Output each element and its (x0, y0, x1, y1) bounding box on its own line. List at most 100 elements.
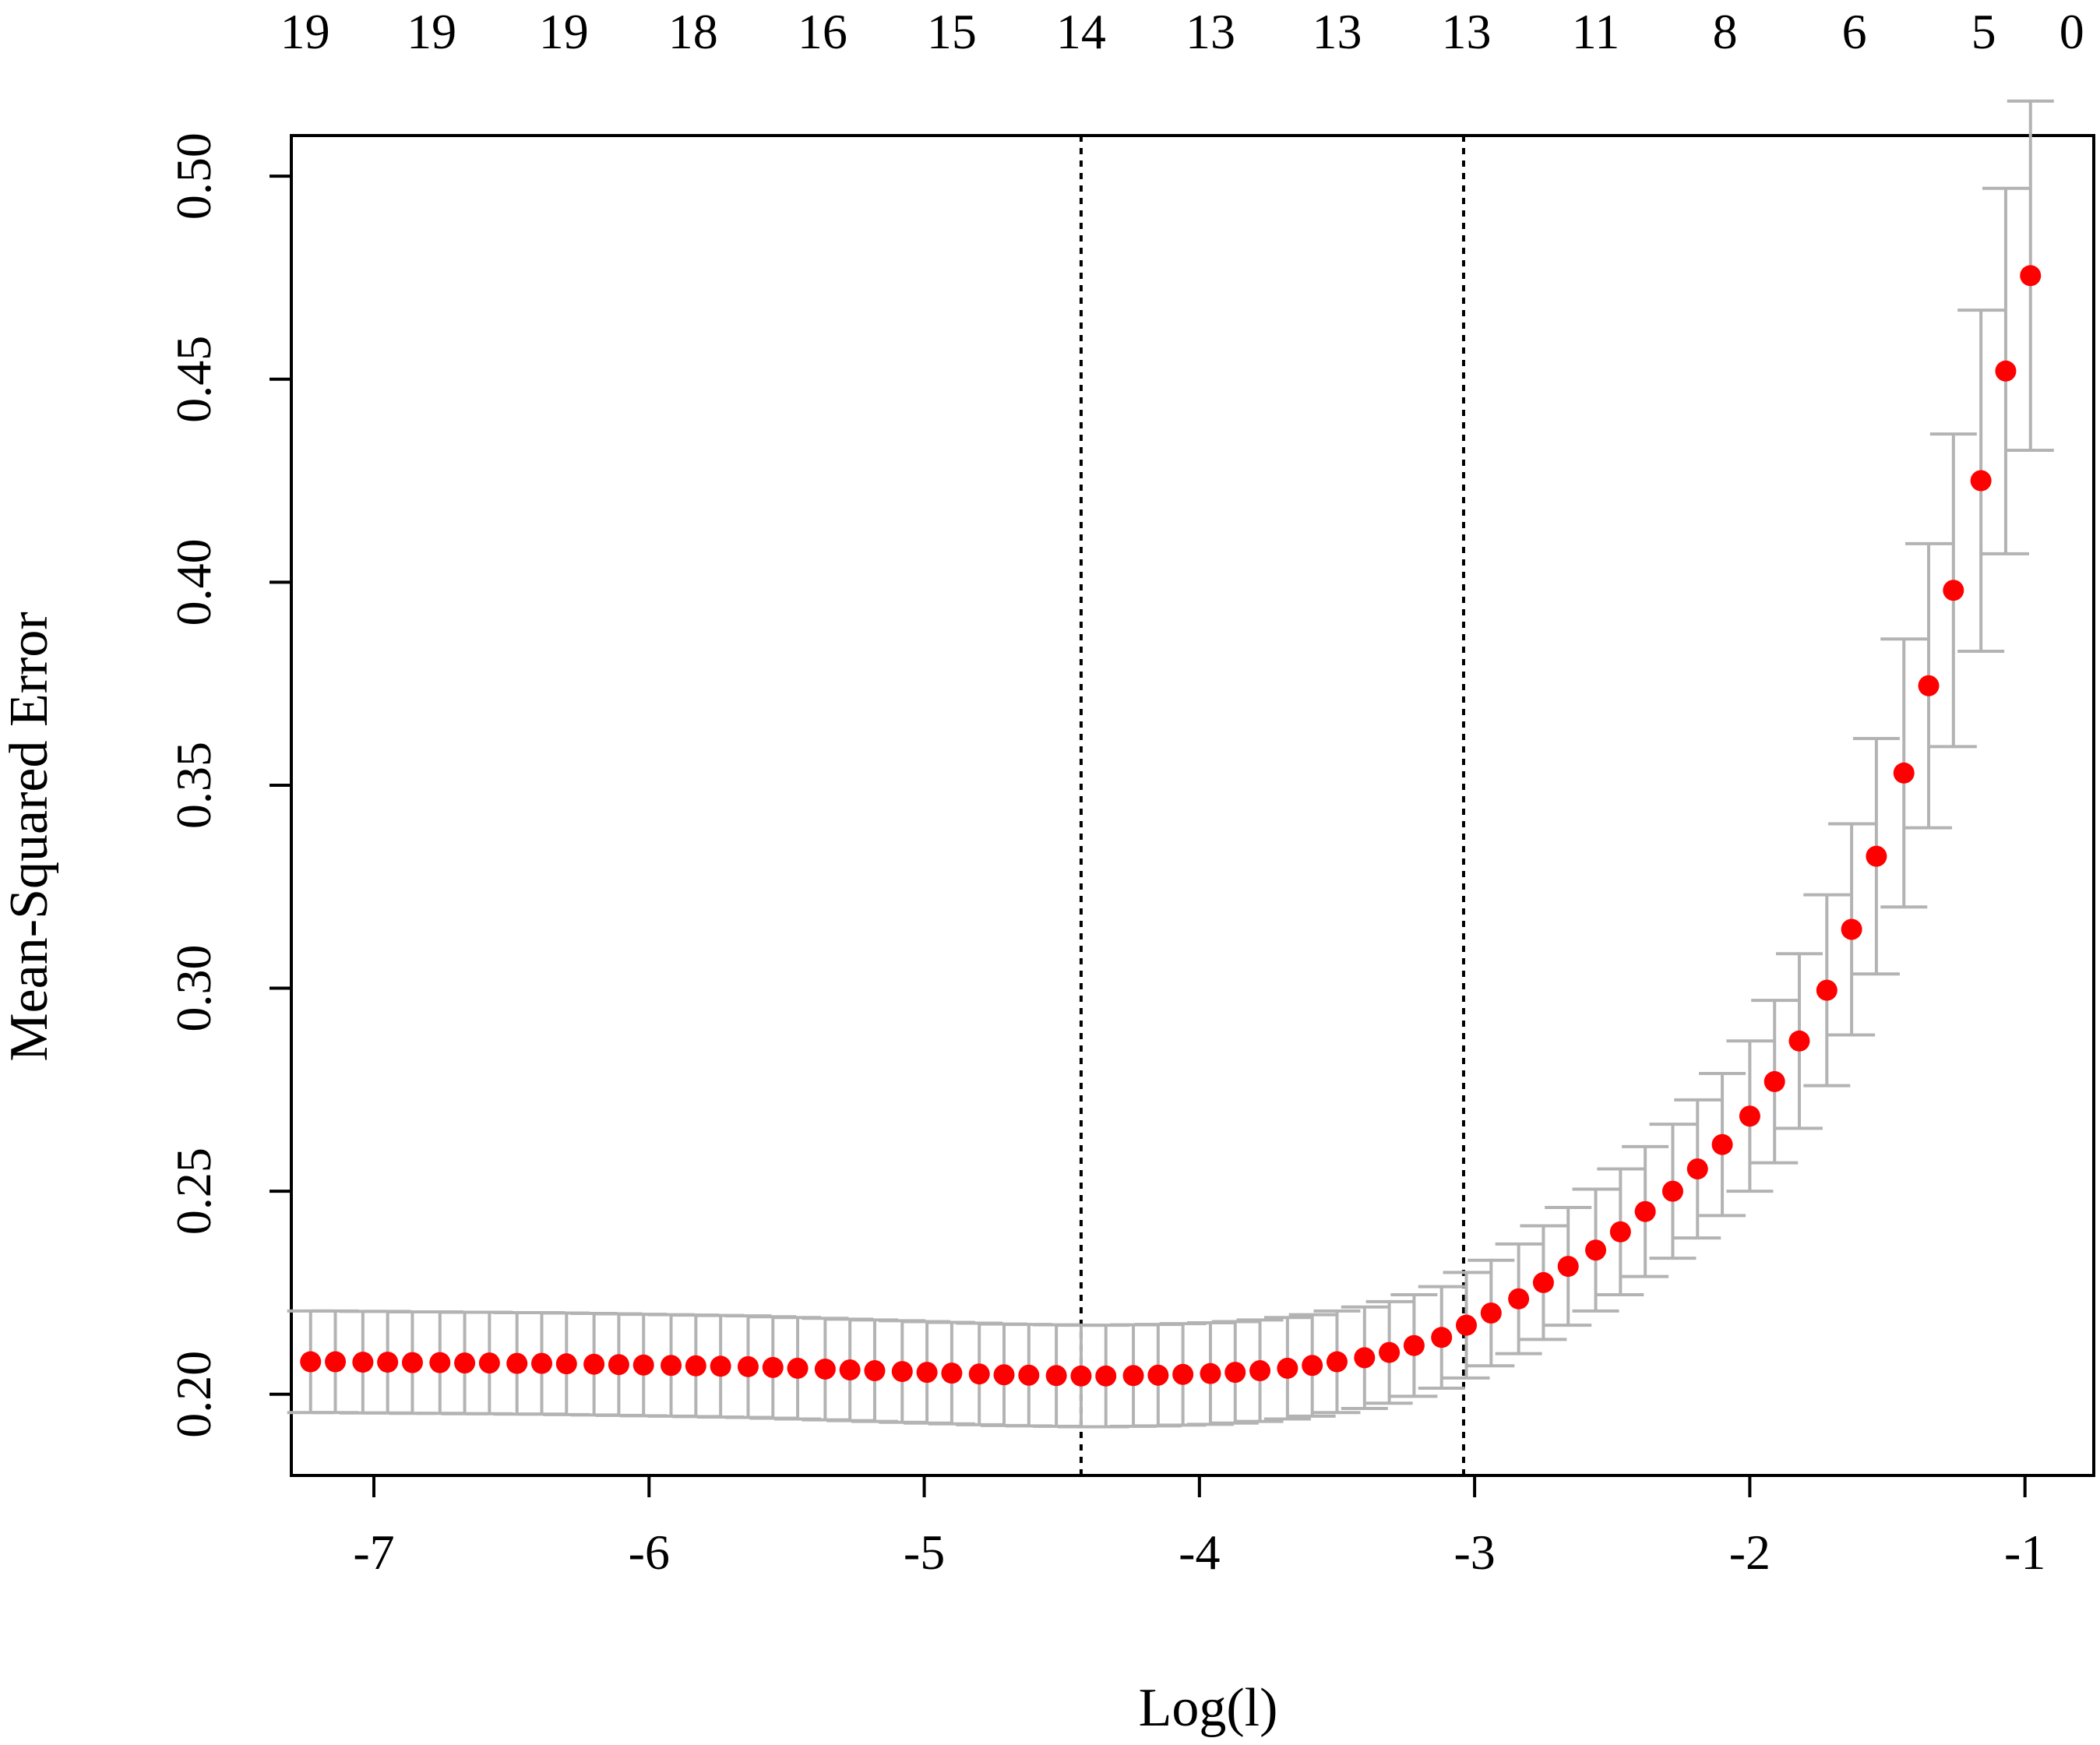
data-point (1816, 979, 1838, 1001)
top-axis-label: 5 (1971, 4, 1996, 59)
data-point (1634, 1200, 1656, 1222)
x-axis-bottom: -7 -6 -5 -4 -3 -2 -1 (353, 1475, 2045, 1580)
data-point (1249, 1360, 1271, 1382)
data-point (401, 1352, 423, 1373)
top-axis-label: 16 (798, 4, 847, 59)
data-point (737, 1355, 759, 1377)
top-axis-label: 0 (2059, 4, 2084, 59)
y-tick-label: 0.20 (166, 1351, 221, 1438)
data-point (325, 1351, 347, 1373)
top-axis-label: 19 (539, 4, 589, 59)
data-point (506, 1352, 528, 1374)
top-axis-label: 18 (668, 4, 718, 59)
plot-border (290, 134, 2095, 1477)
data-point (1661, 1180, 1683, 1202)
data-point (352, 1352, 374, 1373)
reference-lines (1079, 136, 1465, 1475)
error-bars (287, 99, 2054, 1429)
plot-area (290, 134, 2095, 1477)
x-tick-label: -4 (1179, 1525, 1220, 1580)
data-point (916, 1362, 938, 1384)
data-point (1379, 1341, 1401, 1363)
data-point (1508, 1288, 1530, 1310)
y-tick-label: 0.25 (166, 1147, 221, 1235)
data-point (1326, 1351, 1348, 1373)
data-point (555, 1353, 577, 1375)
data-point (1764, 1070, 1785, 1092)
top-axis-label: 15 (927, 4, 977, 59)
data-point (864, 1360, 886, 1382)
top-axis-label: 19 (280, 4, 330, 59)
top-axis-label: 6 (1842, 4, 1867, 59)
data-point (454, 1352, 476, 1374)
data-point (1841, 918, 1862, 940)
data-point (608, 1354, 629, 1376)
data-point (1122, 1365, 1144, 1387)
x-axis-top: 19 19 19 18 16 15 14 13 13 13 11 8 6 5 0 (280, 4, 2084, 59)
x-tick-label: -6 (629, 1525, 670, 1580)
data-point (993, 1364, 1015, 1386)
top-axis-label: 19 (407, 4, 456, 59)
data-point (1456, 1314, 1478, 1336)
data-point (1609, 1221, 1631, 1243)
data-point (2020, 265, 2042, 287)
x-tick-label: -2 (1729, 1525, 1771, 1580)
data-point (968, 1363, 990, 1385)
data-point (1918, 675, 1940, 696)
data-point (787, 1357, 809, 1379)
top-axis-label: 14 (1056, 4, 1106, 59)
data-point (478, 1352, 500, 1374)
data-point (300, 1351, 322, 1373)
y-tick-label: 0.45 (166, 336, 221, 423)
data-point (1224, 1362, 1246, 1384)
data-point (1095, 1365, 1117, 1387)
data-point (1711, 1133, 1733, 1155)
data-point (685, 1355, 706, 1377)
data-point (530, 1352, 552, 1374)
data-point (661, 1355, 682, 1377)
data-point (1893, 762, 1915, 784)
top-axis-label: 8 (1713, 4, 1738, 59)
data-point (1147, 1364, 1169, 1386)
data-point (1532, 1271, 1554, 1293)
data-point (814, 1358, 836, 1380)
data-point (1995, 360, 2017, 382)
data-point (1431, 1327, 1453, 1348)
y-tick-label: 0.50 (166, 132, 221, 220)
x-axis-title: Log(l) (1139, 1678, 1278, 1738)
data-point (1172, 1363, 1194, 1385)
data-points (300, 265, 2042, 1387)
data-point (1200, 1363, 1221, 1384)
data-point (1788, 1030, 1810, 1052)
y-tick-label: 0.40 (166, 538, 221, 626)
data-point (891, 1361, 913, 1383)
data-point (762, 1356, 784, 1378)
top-axis-label: 13 (1442, 4, 1492, 59)
data-point (1686, 1158, 1708, 1179)
data-point (941, 1363, 963, 1384)
data-point (1739, 1105, 1760, 1127)
data-point (1585, 1239, 1607, 1261)
data-point (632, 1354, 654, 1376)
x-tick-label: -1 (2004, 1525, 2045, 1580)
data-point (1866, 845, 1887, 867)
y-tick-label: 0.30 (166, 945, 221, 1032)
x-tick-label: -7 (353, 1525, 394, 1580)
x-tick-label: -3 (1453, 1525, 1495, 1580)
data-point (1070, 1365, 1092, 1387)
y-axis-title: Mean-Squared Error (0, 612, 59, 1061)
y-axis-left: 0.20 0.25 0.30 0.35 0.40 0.45 0.50 (166, 132, 291, 1438)
top-axis-label: 11 (1572, 4, 1620, 59)
data-point (1277, 1357, 1298, 1379)
top-axis-label: 13 (1186, 4, 1235, 59)
data-point (710, 1355, 731, 1377)
data-point (429, 1352, 451, 1373)
data-point (583, 1353, 605, 1375)
data-point (1018, 1364, 1040, 1386)
data-point (1354, 1347, 1376, 1369)
data-point (1557, 1256, 1579, 1278)
y-tick-label: 0.35 (166, 742, 221, 829)
data-point (377, 1352, 399, 1373)
data-point (1943, 580, 1964, 601)
